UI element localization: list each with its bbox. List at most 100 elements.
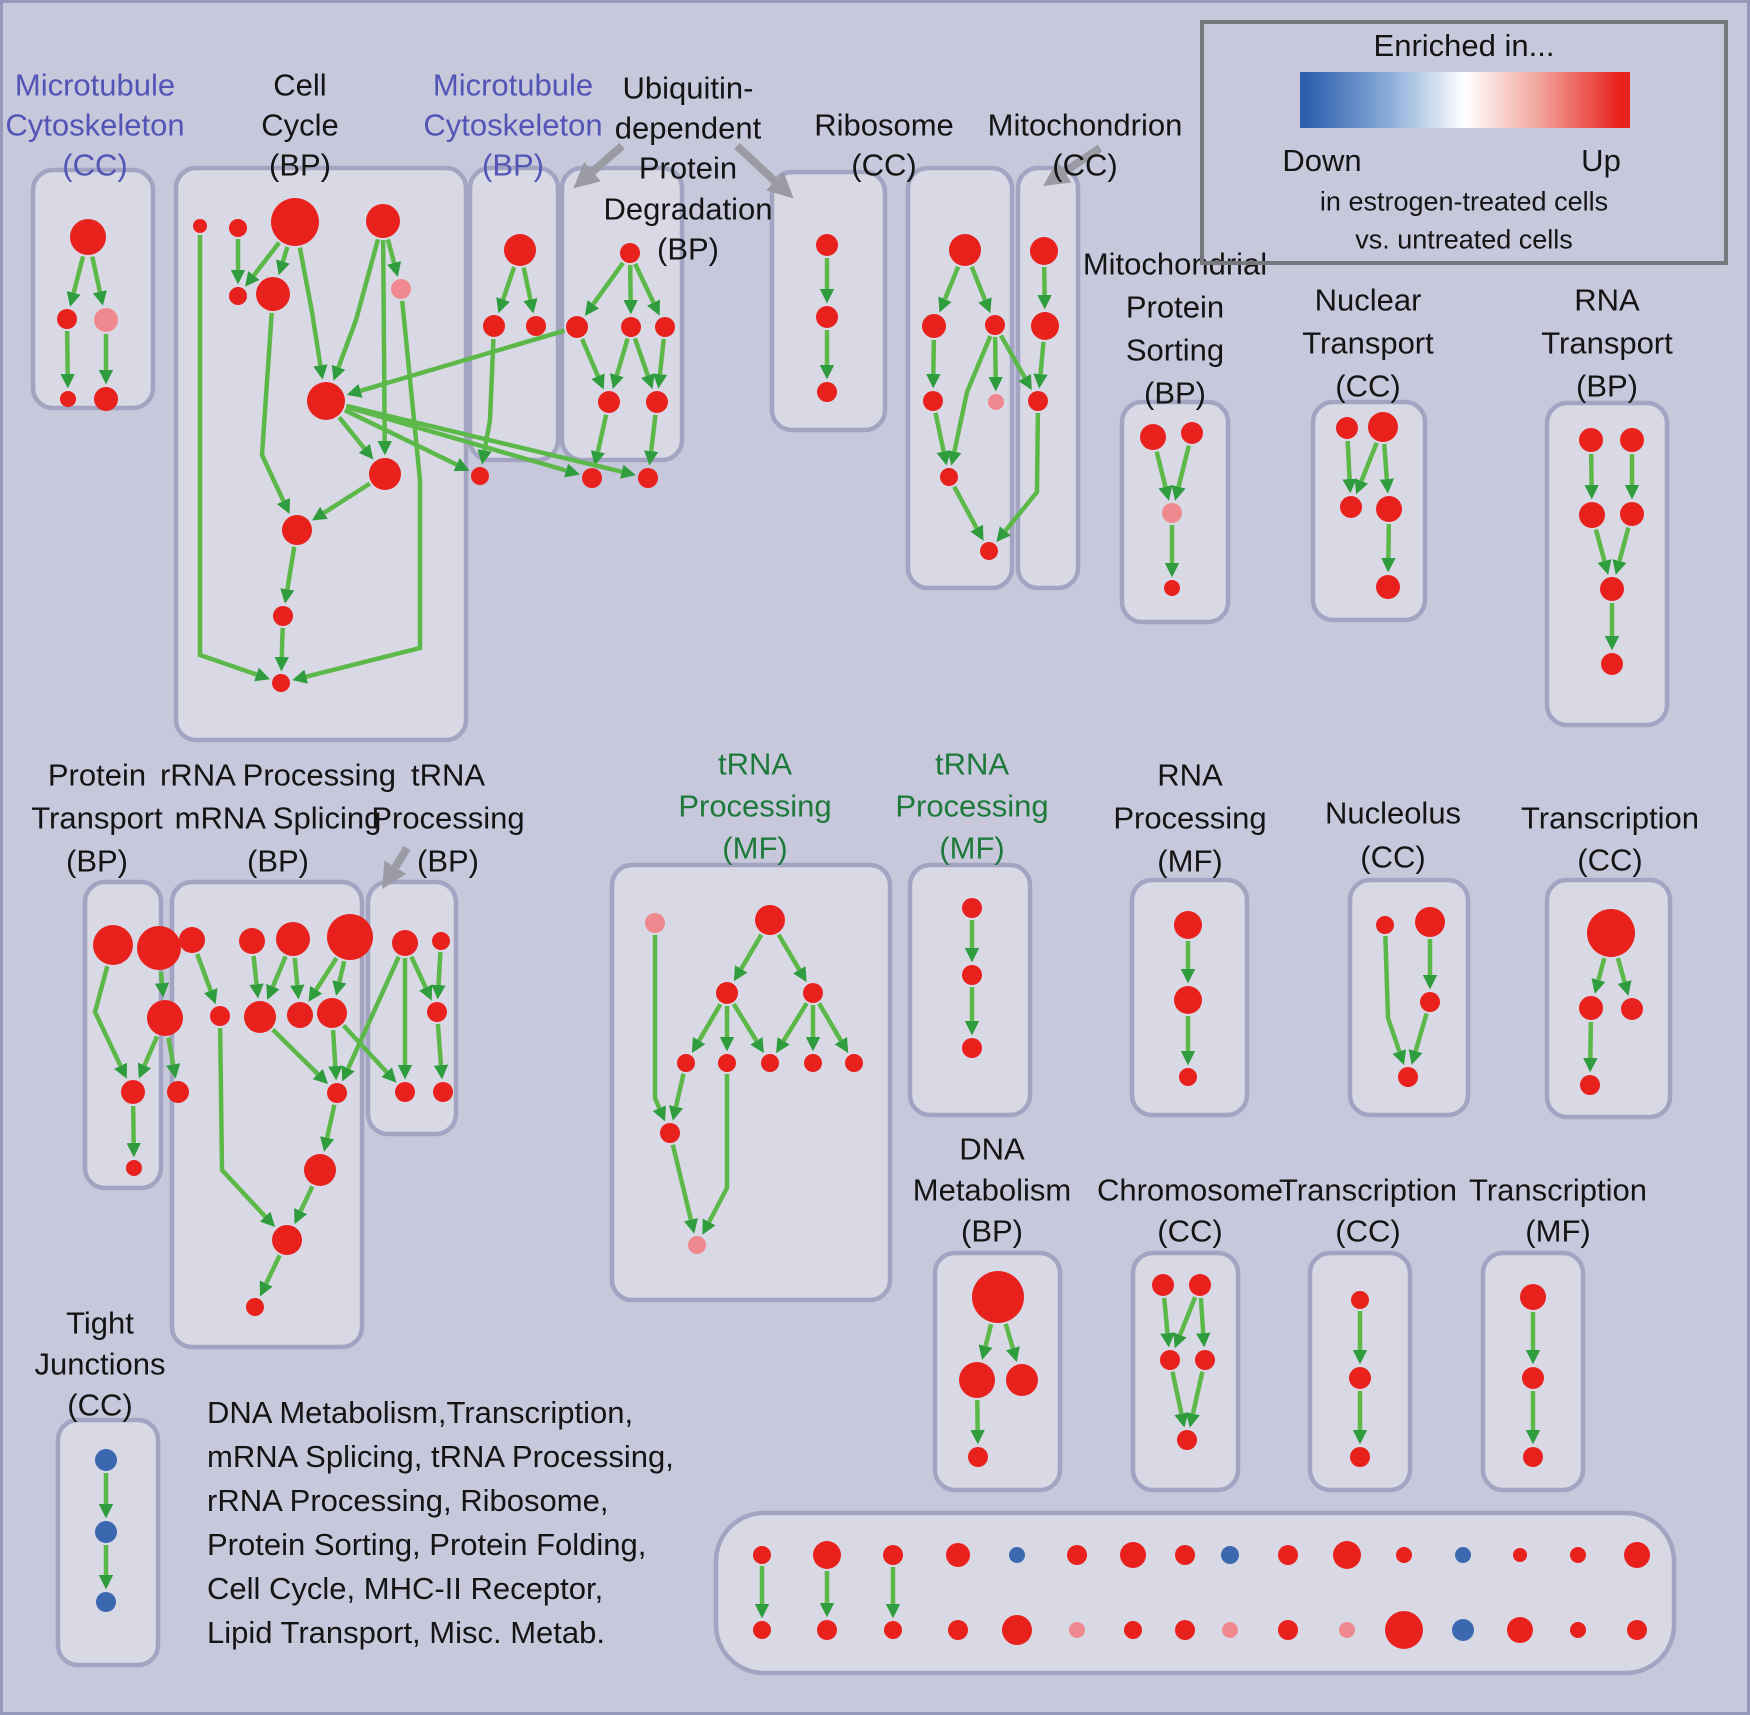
mitochondrion-cc-node-1	[1031, 312, 1059, 340]
cell-cycle-node-3	[366, 204, 400, 238]
trna-mf-a-node-5	[718, 1054, 736, 1072]
ubiquitin-bp-2-node-2	[817, 382, 837, 402]
microtubule-cc-node-0	[70, 219, 106, 255]
transcription-mf-node-0	[1520, 1284, 1546, 1310]
microtubule-cc-node-3	[60, 391, 76, 407]
trna-bp-node-2	[427, 1002, 447, 1022]
nuclear-transport-edge-2	[1379, 443, 1394, 494]
mito-sorting-node-2	[1162, 503, 1182, 523]
misc-bottom-node-7	[1175, 1620, 1195, 1640]
misc-text-line: Protein Sorting, Protein Folding,	[207, 1527, 647, 1562]
protein-transport-node-1	[137, 926, 181, 970]
trna-bp-label: tRNA Processing (BP)	[371, 758, 524, 879]
protein-transport-node-5	[126, 1160, 142, 1176]
trna-mf-a-edge-3	[691, 1003, 723, 1053]
misc-top-node-5	[1067, 1545, 1087, 1565]
chromosome-label: Chromosome (CC)	[1097, 1173, 1283, 1249]
trna-mf-a-edge-9	[668, 1073, 686, 1121]
chromosome-edge-4	[1185, 1371, 1205, 1428]
nuclear-transport-edge-1	[1354, 441, 1379, 495]
rna-transport-node-2	[1579, 502, 1605, 528]
trna-mf-a-edge-10	[702, 1074, 730, 1235]
ubiquitin-bp-1-node-5	[646, 391, 668, 413]
cell-cycle-edge-2	[245, 241, 281, 287]
ubiquitin-bp-1-edge-2	[633, 262, 660, 316]
transcription-cc-b-node-1	[1349, 1367, 1371, 1389]
trna-mf-a-node-0	[645, 913, 665, 933]
cell-cycle-edge-5	[385, 238, 402, 277]
rrna-mrna-node-8	[327, 1083, 347, 1103]
microtubule-cc-box	[30, 167, 156, 411]
trna-bp-node-0	[392, 930, 418, 956]
dna-metabolism-node-3	[968, 1447, 988, 1467]
cell-cycle-edge-13	[292, 300, 423, 684]
nucleolus-node-3	[1398, 1067, 1418, 1087]
misc-text-line: mRNA Splicing, tRNA Processing,	[207, 1439, 674, 1474]
legend-subtitle-1: in estrogen-treated cells	[1319, 186, 1609, 217]
legend-subtitle-2: vs. untreated cells	[1355, 224, 1573, 255]
rna-transport-node-4	[1600, 577, 1624, 601]
trna-mf-b-node-1	[962, 965, 982, 985]
mito-sorting-edge-1	[1171, 445, 1192, 501]
trna-mf-a-node-10	[688, 1236, 706, 1254]
mitochondrion-cc-edge-1	[1033, 341, 1048, 389]
nuclear-transport-node-3	[1376, 496, 1402, 522]
mitochondrion-cc-node-0	[1030, 237, 1058, 265]
cell-cycle-node-2	[271, 198, 319, 246]
rrna-mrna-edge-5	[332, 960, 347, 996]
misc-top-node-9	[1278, 1545, 1298, 1565]
ubiquitin-bp-1-edge-4	[609, 337, 630, 389]
trna-bp-edge-3	[433, 1023, 449, 1080]
ubiquitin-bp-1-edge-6	[652, 338, 668, 389]
ribosome-cc-edge-3	[988, 336, 1003, 392]
mitochondrion-cc-box	[1015, 165, 1081, 591]
misc-clusters-text: DNA Metabolism,Transcription, mRNA Splic…	[207, 1391, 674, 1655]
trna-mf-a-node-4	[677, 1054, 695, 1072]
chromosome-node-0	[1152, 1274, 1174, 1296]
chromosome-node-1	[1189, 1274, 1211, 1296]
rrna-mrna-edge-8	[320, 1104, 337, 1152]
rrna-mrna-edge-4	[308, 956, 339, 1002]
misc-bottom-node-12	[1452, 1619, 1474, 1641]
rrna-mrna-edge-9	[294, 1185, 315, 1225]
rna-transport-node-5	[1601, 653, 1623, 675]
transcription-cc-a-node-2	[1621, 998, 1643, 1020]
rna-transport-node-3	[1620, 502, 1644, 526]
trna-mf-a-edge-11	[670, 1144, 698, 1234]
cross-edge-7	[341, 955, 401, 1082]
misc-top-node-2	[883, 1545, 903, 1565]
transcription-mf-node-1	[1522, 1367, 1544, 1389]
misc-cluster-box	[713, 1510, 1677, 1676]
misc-top-node-3	[946, 1543, 970, 1567]
rna-processing-mf-node-1	[1174, 986, 1202, 1014]
ribosome-cc-node-4	[988, 394, 1004, 410]
cell-cycle-edge-8	[259, 312, 290, 515]
protein-transport-node-2	[147, 1000, 183, 1036]
cross-edge-1	[343, 408, 470, 472]
misc-bottom-node-4	[1002, 1615, 1032, 1645]
mito-sorting-node-3	[1164, 580, 1180, 596]
ribosome-cc-node-0	[949, 234, 981, 266]
dna-metabolism-box	[932, 1250, 1063, 1493]
rrna-mrna-edge-3	[290, 957, 305, 1000]
cell-cycle-edge-3	[276, 246, 290, 276]
rrna-mrna-node-4	[210, 1006, 230, 1026]
ubiquitin-bp-1-node-0	[620, 243, 640, 263]
misc-bottom-node-3	[948, 1620, 968, 1640]
nucleolus-edge-2	[1408, 1012, 1429, 1065]
mito-sorting-node-1	[1181, 422, 1203, 444]
misc-bottom-node-14	[1570, 1622, 1586, 1638]
transcription-mf-node-2	[1523, 1447, 1543, 1467]
rrna-mrna-node-10	[272, 1225, 302, 1255]
tight-junctions-node-1	[95, 1521, 117, 1543]
mitochondrion-cc-label: Mitochondrion (CC)	[988, 108, 1183, 183]
label-pointer-arrow-3	[382, 845, 411, 890]
mitochondrion-cc-node-2	[1028, 391, 1048, 411]
cell-cycle-box	[173, 165, 469, 743]
misc-top-node-7	[1175, 1545, 1195, 1565]
chromosome-node-2	[1160, 1350, 1180, 1370]
tight-junctions-label: Tight Junctions (CC)	[35, 1306, 166, 1423]
microtubule-cc-edge-2	[60, 330, 75, 389]
dna-metabolism-label: DNA Metabolism (BP)	[913, 1132, 1072, 1249]
microtubule-cc-edge-1	[90, 256, 107, 306]
